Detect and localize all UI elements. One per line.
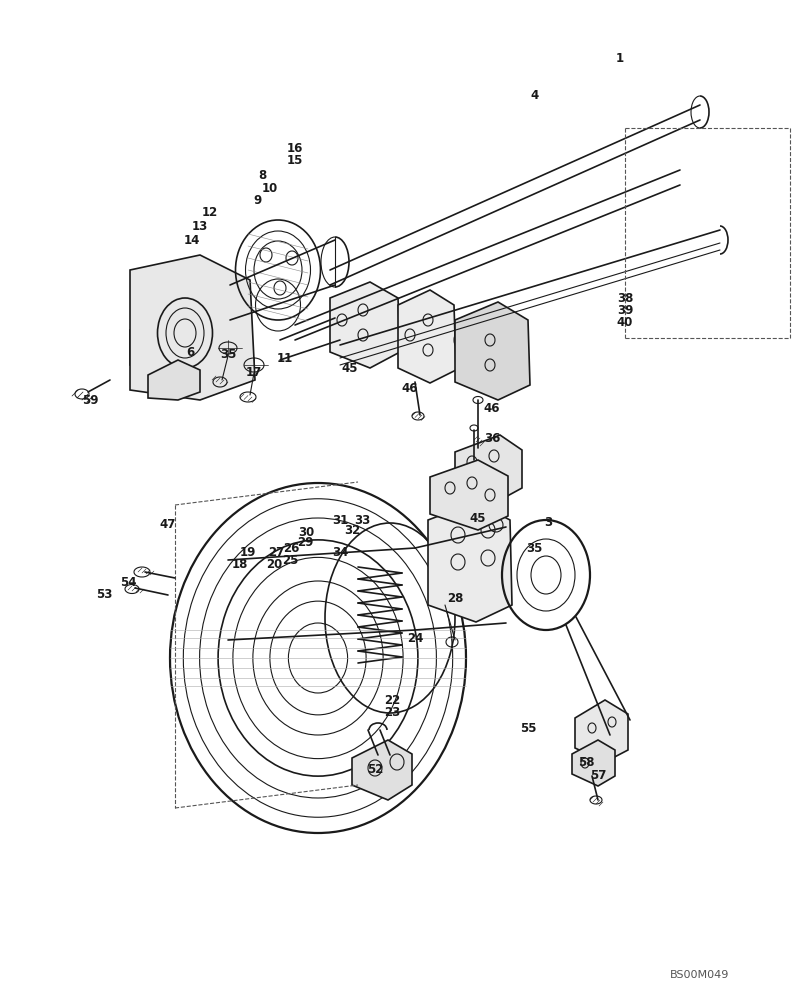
Text: 45: 45 bbox=[470, 512, 486, 524]
Text: 59: 59 bbox=[82, 393, 98, 406]
Polygon shape bbox=[454, 435, 521, 500]
Text: 28: 28 bbox=[446, 591, 462, 604]
Text: 3: 3 bbox=[543, 516, 551, 528]
Text: 4: 4 bbox=[530, 89, 539, 102]
Text: 52: 52 bbox=[367, 763, 383, 776]
Polygon shape bbox=[454, 302, 530, 400]
Text: 57: 57 bbox=[589, 769, 606, 782]
Text: 35: 35 bbox=[220, 349, 236, 361]
Text: BS00M049: BS00M049 bbox=[670, 970, 729, 980]
Text: 19: 19 bbox=[239, 546, 256, 558]
Text: 33: 33 bbox=[354, 514, 370, 526]
Polygon shape bbox=[397, 290, 456, 383]
Text: 8: 8 bbox=[258, 169, 266, 182]
Text: 45: 45 bbox=[341, 361, 358, 374]
Polygon shape bbox=[430, 460, 508, 530]
Text: 24: 24 bbox=[406, 632, 423, 645]
Text: 54: 54 bbox=[119, 576, 136, 588]
Text: 29: 29 bbox=[297, 536, 313, 550]
Text: 55: 55 bbox=[519, 722, 535, 734]
Text: 15: 15 bbox=[286, 154, 303, 167]
Text: 10: 10 bbox=[262, 182, 278, 195]
Text: 11: 11 bbox=[277, 352, 293, 364]
Text: 17: 17 bbox=[246, 366, 262, 379]
Text: 23: 23 bbox=[384, 706, 400, 720]
Text: 1: 1 bbox=[616, 52, 624, 65]
Text: 18: 18 bbox=[231, 558, 248, 572]
Text: 35: 35 bbox=[526, 542, 542, 554]
Polygon shape bbox=[574, 700, 627, 762]
Text: 30: 30 bbox=[298, 526, 314, 538]
Text: 58: 58 bbox=[577, 756, 594, 768]
Text: 34: 34 bbox=[332, 546, 348, 560]
Text: 20: 20 bbox=[265, 558, 281, 572]
Text: 53: 53 bbox=[96, 588, 112, 601]
Text: 27: 27 bbox=[268, 546, 284, 558]
Text: 38: 38 bbox=[616, 292, 633, 304]
Text: 6: 6 bbox=[186, 346, 194, 359]
Text: 32: 32 bbox=[343, 524, 360, 538]
Polygon shape bbox=[427, 502, 512, 622]
Polygon shape bbox=[351, 740, 411, 800]
Text: 9: 9 bbox=[254, 194, 262, 207]
Text: 13: 13 bbox=[191, 220, 208, 232]
Text: 36: 36 bbox=[483, 432, 500, 444]
Polygon shape bbox=[145, 270, 234, 325]
Text: 46: 46 bbox=[483, 401, 500, 414]
Text: 12: 12 bbox=[202, 207, 218, 220]
Polygon shape bbox=[148, 360, 200, 400]
Text: 47: 47 bbox=[160, 518, 176, 532]
Text: 39: 39 bbox=[616, 304, 633, 316]
Text: 14: 14 bbox=[183, 233, 200, 246]
Polygon shape bbox=[130, 310, 220, 368]
Text: 26: 26 bbox=[282, 542, 298, 554]
Text: 25: 25 bbox=[281, 554, 298, 566]
Text: 40: 40 bbox=[616, 316, 633, 328]
Text: 31: 31 bbox=[332, 514, 348, 526]
Text: 46: 46 bbox=[401, 381, 418, 394]
Text: 22: 22 bbox=[384, 694, 400, 706]
Polygon shape bbox=[571, 740, 614, 786]
Polygon shape bbox=[130, 255, 255, 400]
Text: 16: 16 bbox=[286, 142, 303, 155]
Polygon shape bbox=[329, 282, 400, 368]
